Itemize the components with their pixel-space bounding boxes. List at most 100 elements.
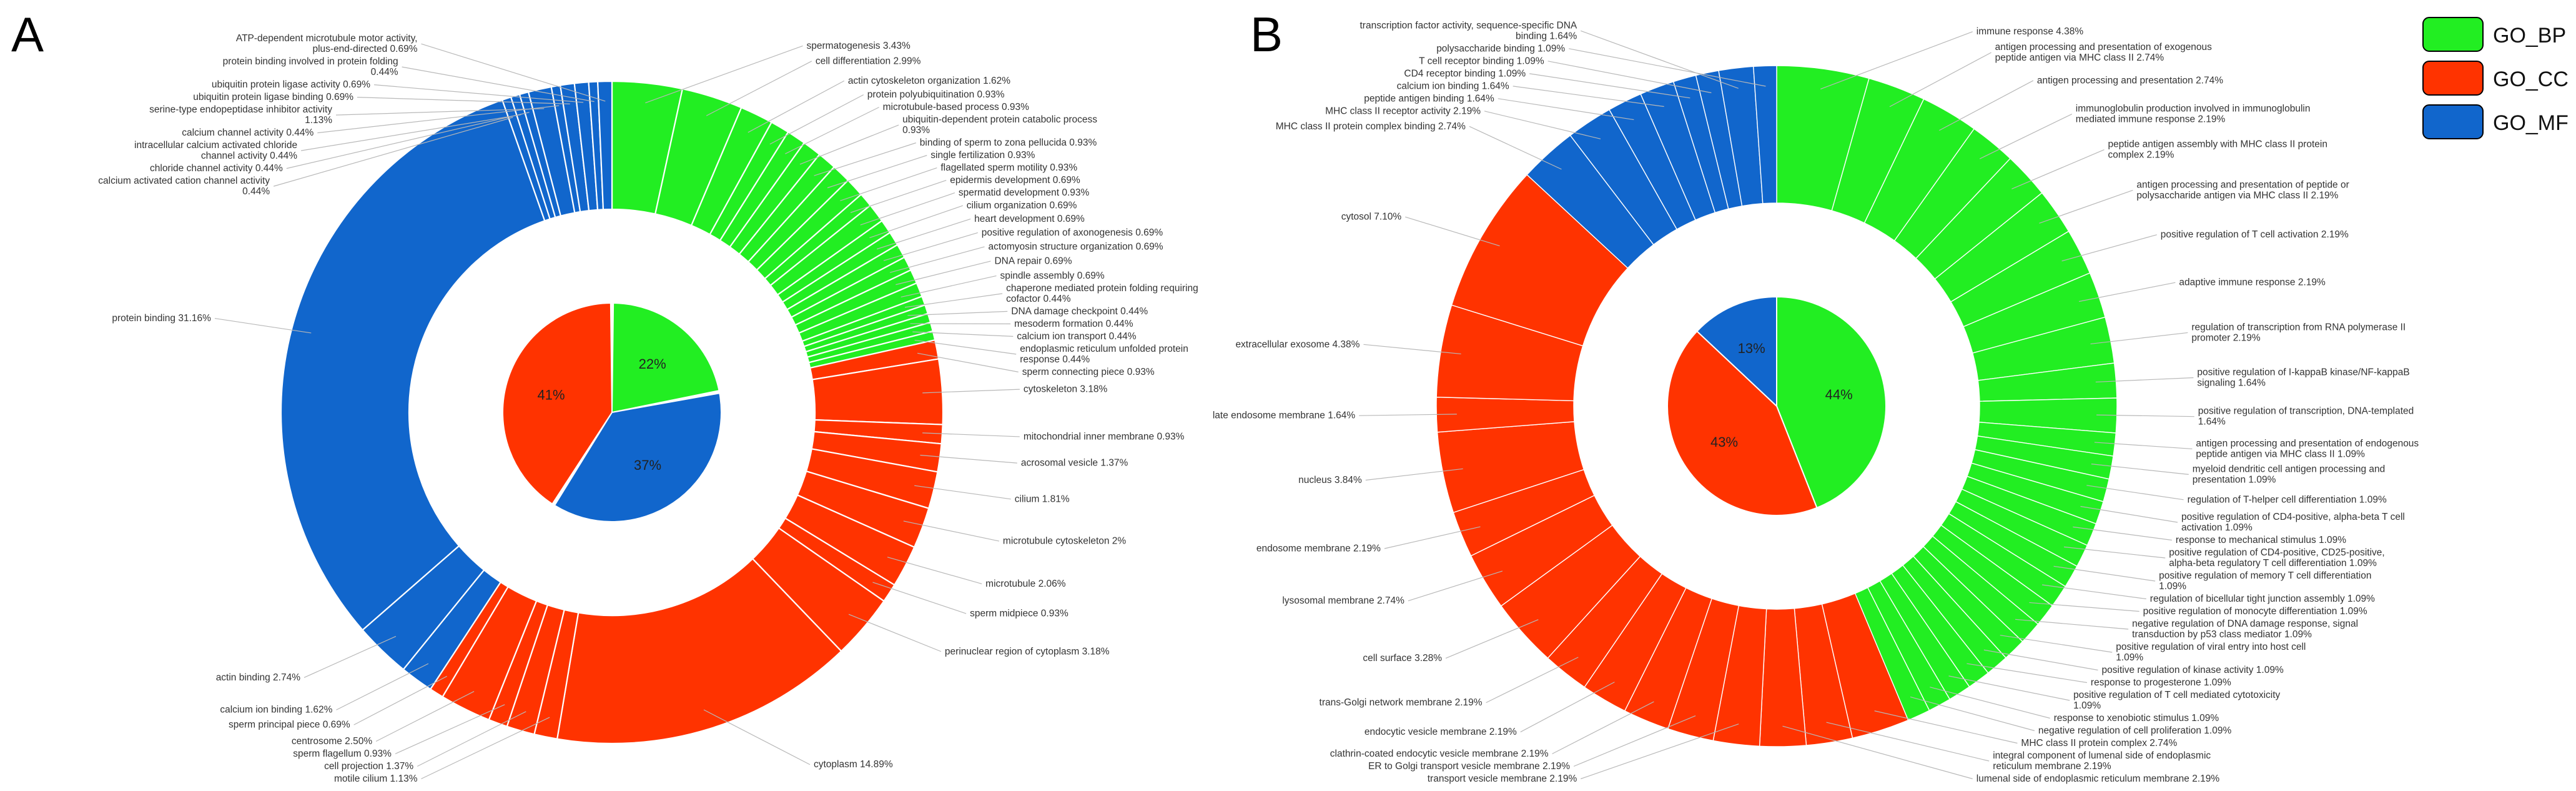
panel-b-outer-label-15: response to mechanical stimulus 1.09% — [2176, 535, 2346, 545]
panel-a-outer-label-46: ubiquitin protein ligase activity 0.69% — [212, 79, 370, 90]
panel-b-outer-segment-49 — [1752, 65, 1777, 204]
panel-a-leader-line-13 — [883, 232, 978, 261]
panel-a-outer-label-43: serine-type endopeptidase inhibitor acti… — [149, 104, 332, 126]
panel-b-outer-label-49: polysaccharide binding 1.09% — [1436, 43, 1565, 54]
panel-a-outer-label-34: sperm flagellum 0.93% — [293, 749, 392, 759]
panel-a-leader-line-38 — [303, 635, 397, 678]
panel-b-leader-line-16 — [2064, 546, 2166, 559]
panel-b-outer-label-44: peptide antigen binding 1.64% — [1364, 93, 1494, 104]
panel-a-leader-line-44 — [317, 105, 560, 134]
panel-b-leader-line-38 — [1365, 468, 1463, 481]
panel-a-outer-segment-48 — [596, 80, 613, 211]
panel-a-outer-label-23: cytoskeleton 3.18% — [1024, 384, 1108, 395]
panel-b-inner-pct-label-go-cc: 43% — [1710, 434, 1738, 450]
panel-b-leader-line-1 — [1889, 52, 1991, 107]
panel-b-leader-line-21 — [2000, 635, 2113, 653]
panel-b-leader-line-28 — [1826, 722, 1990, 762]
panel-a-outer-label-11: cilium organization 0.69% — [967, 201, 1077, 211]
panel-b-outer-label-8: regulation of transcription from RNA pol… — [2191, 322, 2406, 343]
panel-b-leader-line-42 — [1469, 126, 1562, 170]
panel-b-outer-label-38: nucleus 3.84% — [1298, 475, 1362, 485]
panel-a-leader-line-6 — [814, 142, 916, 176]
panel-b-outer-label-39: late endosome membrane 1.64% — [1213, 410, 1356, 421]
panel-b-leader-line-31 — [1573, 715, 1696, 767]
panel-b-outer-label-6: positive regulation of T cell activation… — [2161, 229, 2349, 240]
panel-a-inner-slice-go-cc — [502, 302, 613, 505]
panel-a-outer-label-12: heart development 0.69% — [974, 214, 1085, 224]
panel-b-leader-line-12 — [2091, 464, 2189, 475]
panel-a-outer-label-18: DNA damage checkpoint 0.44% — [1011, 306, 1148, 317]
panel-a-leader-line-45 — [357, 97, 570, 104]
panel-a-leader-line-15 — [896, 261, 991, 286]
panel-b-outer-label-31: ER to Golgi transport vesicle membrane 2… — [1368, 761, 1570, 772]
panel-b-leader-line-9 — [2095, 377, 2194, 383]
panel-b-leader-line-43 — [1484, 111, 1601, 139]
panel-a-outer-label-22: sperm connecting piece 0.93% — [1022, 367, 1155, 377]
panel-a-outer-label-13: positive regulation of axonogenesis 0.69… — [982, 227, 1163, 238]
legend-label-go-mf: GO_MF — [2493, 111, 2569, 135]
panel-a-outer-label-38: actin binding 2.74% — [216, 672, 301, 683]
panel-b-outer-label-42: MHC class II protein complex binding 2.7… — [1276, 121, 1466, 132]
panel-a-outer-label-21: endoplasmic reticulum unfolded protein re… — [1020, 344, 1188, 365]
legend-item-go-bp: GO_BP — [2422, 17, 2566, 52]
panel-b-outer-label-7: adaptive immune response 2.19% — [2179, 277, 2326, 288]
panel-b-leader-line-23 — [1967, 663, 2088, 684]
panel-a-leader-line-2 — [748, 80, 845, 133]
panel-b-outer-label-0: immune response 4.38% — [1976, 26, 2084, 37]
panel-a-leader-line-39 — [214, 317, 312, 334]
panel-b-outer-label-17: positive regulation of memory T cell dif… — [2159, 570, 2371, 592]
panel-a-outer-segment-39 — [280, 99, 546, 631]
panel-a-leader-line-47 — [402, 66, 595, 102]
panel-a-leader-line-27 — [903, 520, 1000, 542]
panel-a-outer-label-16: spindle assembly 0.69% — [1000, 271, 1105, 281]
panel-a-outer-label-44: calcium channel activity 0.44% — [182, 127, 313, 138]
panel-a-leader-line-16 — [901, 275, 997, 297]
panel-b-leader-line-18 — [2041, 584, 2146, 600]
panel-a-outer-label-1: cell differentiation 2.99% — [816, 56, 921, 66]
panel-a-outer-label-19: mesoderm formation 0.44% — [1014, 319, 1133, 329]
panel-b-leader-line-11 — [2094, 442, 2193, 450]
panel-b-outer-label-4: peptide antigen assembly with MHC class … — [2108, 139, 2327, 161]
panel-b-outer-label-34: trans-Golgi network membrane 2.19% — [1320, 697, 1483, 708]
panel-a-leader-line-0 — [645, 45, 803, 104]
panel-a-leader-line-11 — [869, 205, 963, 239]
panel-b-inner-slice-go-cc — [1667, 330, 1818, 516]
panel-a-leader-line-8 — [840, 167, 937, 201]
panel-a-leader-line-3 — [769, 94, 864, 145]
panel-a-leader-line-34 — [395, 704, 505, 755]
panel-b-outer-label-27: MHC class II protein complex 2.74% — [2021, 738, 2177, 749]
panel-a-leader-line-43 — [336, 108, 545, 116]
panel-a-outer-label-40: calcium activated cation channel activit… — [98, 176, 270, 197]
panel-a-outer-label-41: intracellular calcium activated chloride… — [134, 140, 297, 161]
panel-a-outer-label-8: flagellated sperm motility 0.93% — [940, 162, 1077, 173]
panel-a-outer-label-39: protein binding 31.16% — [112, 313, 211, 324]
panel-a-inner-pct-label-go-mf: 37% — [634, 457, 661, 473]
panel-b-leader-line-30 — [1581, 724, 1739, 780]
panel-b-leader-line-24 — [1948, 675, 2070, 701]
panel-a-leader-line-1 — [706, 61, 812, 116]
panel-a-leader-line-33 — [417, 711, 526, 767]
panel-b-leader-line-37 — [1384, 526, 1481, 549]
panel-a-outer-label-48: ATP-dependent microtubule motor activity… — [236, 33, 418, 54]
panel-a-leader-line-20 — [912, 331, 1014, 337]
legend-item-go-cc: GO_CC — [2422, 61, 2569, 96]
panel-a-leader-line-26 — [914, 485, 1011, 500]
panel-b-leader-line-10 — [2096, 414, 2194, 417]
panel-b-outer-label-21: positive regulation of viral entry into … — [2116, 642, 2306, 663]
panel-b-outer-label-25: response to xenobiotic stimulus 1.09% — [2054, 713, 2219, 724]
panel-a-leader-line-30 — [848, 614, 942, 652]
panel-a-leader-line-32 — [421, 717, 550, 780]
panel-b-outer-label-3: immunoglobulin production involved in im… — [2076, 104, 2311, 125]
panel-b-leader-line-33 — [1520, 682, 1615, 733]
panel-b-outer-label-36: lysosomal membrane 2.74% — [1282, 595, 1404, 606]
panel-b-outer-label-1: antigen processing and presentation of e… — [1995, 42, 2213, 63]
panel-a-leader-line-28 — [887, 557, 982, 584]
panel-a-outer-label-6: binding of sperm to zona pellucida 0.93% — [920, 137, 1097, 148]
panel-a-leader-line-12 — [876, 218, 971, 250]
panel-a-outer-label-4: microtubule-based process 0.93% — [883, 102, 1030, 112]
panel-b-outer-label-12: myeloid dendritic cell antigen processin… — [2193, 464, 2385, 485]
panel-a-leader-line-42 — [286, 112, 530, 169]
panel-b-leader-line-7 — [2079, 282, 2176, 302]
panel-b-outer-label-48: transcription factor activity, sequence-… — [1360, 20, 1577, 41]
panel-a-leader-line-21 — [914, 339, 1017, 355]
